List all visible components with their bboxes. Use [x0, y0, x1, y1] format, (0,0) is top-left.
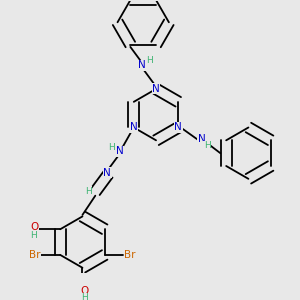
- Text: Br: Br: [124, 250, 136, 260]
- Text: H: H: [204, 141, 211, 150]
- Text: N: N: [130, 122, 138, 133]
- Text: Br: Br: [29, 250, 40, 260]
- Text: N: N: [174, 122, 182, 133]
- Text: O: O: [30, 222, 38, 233]
- Text: H: H: [85, 187, 92, 196]
- Text: N: N: [152, 84, 160, 94]
- Text: H: H: [109, 143, 115, 152]
- Text: N: N: [103, 168, 111, 178]
- Text: O: O: [81, 286, 89, 296]
- Text: N: N: [116, 146, 123, 156]
- Text: H: H: [30, 231, 37, 240]
- Text: N: N: [197, 134, 205, 144]
- Text: H: H: [82, 293, 88, 300]
- Text: N: N: [138, 60, 146, 70]
- Text: H: H: [146, 56, 153, 65]
